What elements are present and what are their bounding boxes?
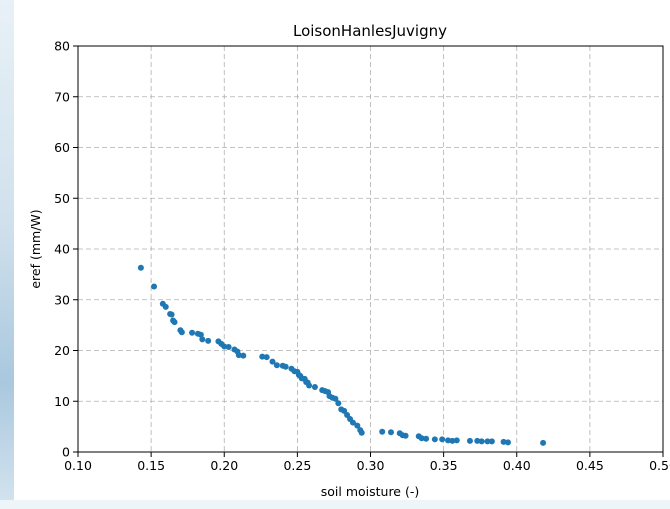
x-axis-ticks: 0.10 0.15 0.20 0.25 0.30 0.35 0.40 0.45 0.50 (64, 452, 670, 473)
y-tick-label: 50 (54, 191, 70, 206)
x-tick-label: 0.15 (137, 458, 165, 473)
x-tick-label: 0.45 (576, 458, 604, 473)
x-tick-label: 0.50 (649, 458, 670, 473)
data-point (466, 437, 473, 444)
data-point (168, 311, 175, 318)
data-point (484, 438, 491, 445)
y-tick-label: 20 (54, 343, 70, 358)
chart-title: LoisonHanlesJuvigny (293, 22, 447, 40)
data-point (311, 384, 318, 391)
data-point (263, 354, 270, 361)
data-point (335, 400, 342, 407)
data-points (137, 264, 547, 446)
data-point (445, 437, 452, 444)
data-point (189, 329, 196, 336)
data-point (235, 352, 242, 359)
data-point (151, 283, 158, 290)
data-point (449, 437, 456, 444)
data-point (221, 343, 228, 350)
data-point (354, 422, 361, 429)
data-point (332, 395, 339, 402)
data-point (358, 429, 365, 436)
data-point (259, 353, 266, 360)
data-point (225, 343, 232, 350)
data-point (273, 362, 280, 369)
data-point (402, 432, 409, 439)
data-point (418, 435, 425, 442)
data-point (387, 429, 394, 436)
x-tick-label: 0.30 (357, 458, 385, 473)
data-point (478, 438, 485, 445)
background-strip-left (0, 0, 14, 509)
y-tick-label: 70 (54, 89, 70, 104)
data-point (540, 439, 547, 446)
data-point (282, 363, 289, 370)
x-axis-label: soil moisture (-) (321, 484, 420, 499)
data-point (162, 303, 169, 310)
data-point (504, 439, 511, 446)
data-point (431, 436, 438, 443)
data-point (171, 319, 178, 326)
y-axis-label: eref (mm/W) (28, 209, 43, 288)
y-tick-label: 40 (54, 242, 70, 257)
y-tick-label: 60 (54, 140, 70, 155)
y-tick-label: 10 (54, 394, 70, 409)
data-point (488, 438, 495, 445)
data-point (178, 329, 185, 336)
data-point (269, 358, 276, 365)
data-point (500, 438, 507, 445)
data-point (423, 435, 430, 442)
data-point (439, 436, 446, 443)
y-tick-label: 30 (54, 292, 70, 307)
x-tick-label: 0.10 (64, 458, 92, 473)
data-point (137, 264, 144, 271)
data-point (349, 419, 356, 426)
background-strip-bottom (0, 500, 670, 509)
y-axis-ticks: 0 10 20 30 40 50 60 70 80 (54, 39, 78, 460)
data-point (379, 428, 386, 435)
data-point (197, 331, 204, 338)
x-tick-label: 0.20 (210, 458, 238, 473)
data-point (205, 337, 212, 344)
x-tick-label: 0.25 (283, 458, 311, 473)
y-tick-label: 80 (54, 39, 70, 54)
data-point (453, 437, 460, 444)
x-tick-label: 0.40 (503, 458, 531, 473)
data-point (199, 336, 206, 343)
y-tick-label: 0 (62, 445, 70, 460)
data-point (474, 437, 481, 444)
x-tick-label: 0.35 (430, 458, 458, 473)
data-point (240, 352, 247, 359)
data-point (306, 382, 313, 389)
